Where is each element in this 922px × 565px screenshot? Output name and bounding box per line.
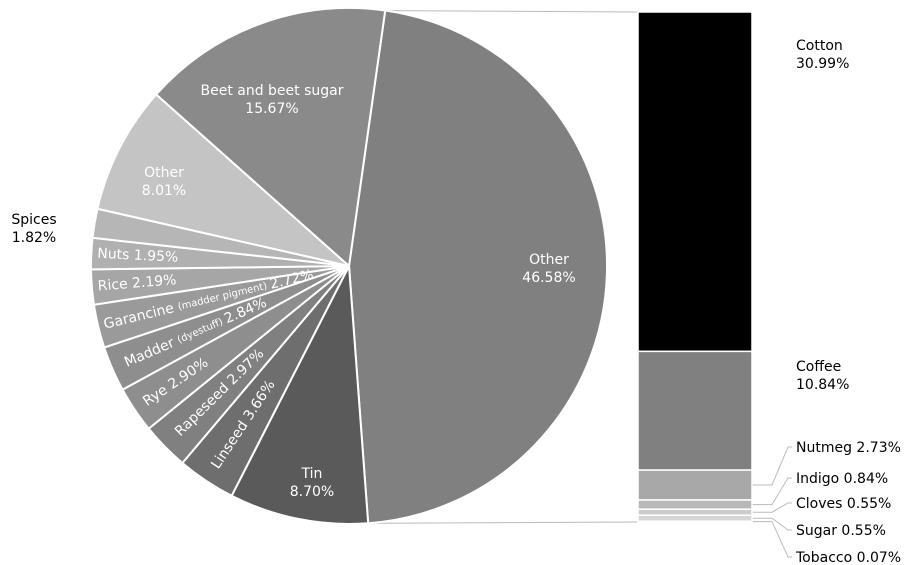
connector-bottom xyxy=(368,521,639,524)
main-pie xyxy=(90,7,609,525)
breakdown-bar xyxy=(637,11,753,523)
pie-slice-other-0 xyxy=(347,9,609,525)
slice-label-other-10: Other 8.01% xyxy=(142,165,186,199)
bar-label-indigo: Indigo 0.84% xyxy=(796,471,888,487)
bar-segment-indigo xyxy=(637,499,753,510)
bar-segment-tobacco xyxy=(637,520,753,523)
slice-label-beet-and-beet-sugar-11: Beet and beet sugar 15.67% xyxy=(200,83,343,117)
slice-label-other-0: Other 46.58% xyxy=(522,252,575,286)
connector-lines xyxy=(368,10,792,558)
bar-leader-cloves xyxy=(752,502,792,513)
bar-label-cotton: Cotton 30.99% xyxy=(796,38,849,72)
connector-top xyxy=(385,10,639,13)
bar-label-cloves: Cloves 0.55% xyxy=(796,496,891,512)
bar-label-tobacco: Tobacco 0.07% xyxy=(795,550,901,565)
bar-segment-cotton xyxy=(637,11,753,353)
bar-label-nutmeg: Nutmeg 2.73% xyxy=(796,440,901,456)
bar-label-coffee: Coffee 10.84% xyxy=(796,359,849,393)
pie-slice-other-10 xyxy=(96,93,350,267)
pie-slice-tin-1 xyxy=(230,262,370,525)
bar-segment-nutmeg xyxy=(637,469,753,501)
pie-slice-beet-and-beet-sugar-11 xyxy=(154,7,387,268)
slice-label-rice-7: Rice 2.19% xyxy=(97,272,177,294)
bar-leader-tobacco xyxy=(752,521,792,558)
bar-label-sugar: Sugar 0.55% xyxy=(796,523,886,539)
bar-segment-sugar xyxy=(637,514,753,522)
bar-leader-sugar xyxy=(752,517,792,531)
slice-label-spices: Spices 1.82% xyxy=(11,212,56,246)
slice-label-nuts-8: Nuts 1.95% xyxy=(97,246,179,266)
bar-leader-nutmeg xyxy=(752,446,792,486)
bar-leader-indigo xyxy=(752,477,792,506)
bar-segment-coffee xyxy=(637,350,753,471)
bar-segment-cloves xyxy=(637,508,753,516)
slice-label-tin-1: Tin 8.70% xyxy=(290,466,334,500)
